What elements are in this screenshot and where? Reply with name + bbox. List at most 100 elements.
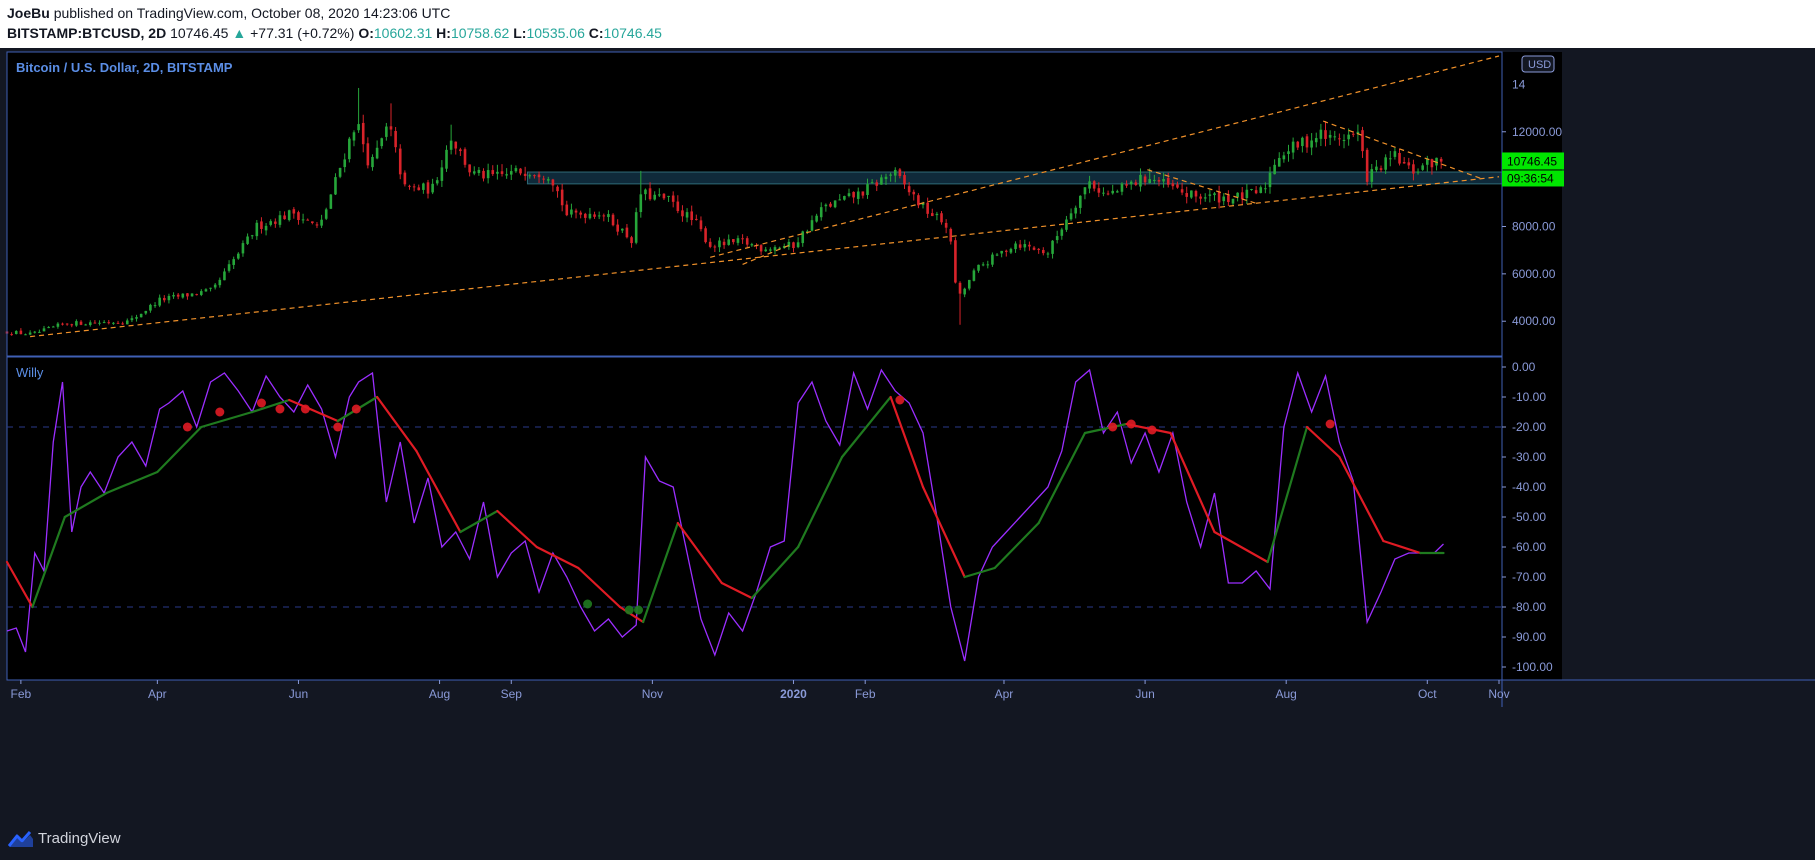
willy-signal-line — [5, 395, 1445, 624]
time-tick-label: Feb — [11, 687, 32, 701]
trendline-2 — [710, 55, 1500, 258]
candle-body — [1194, 191, 1198, 197]
candle-body — [796, 242, 800, 248]
candle-body — [172, 295, 175, 297]
candle-body — [583, 213, 587, 218]
candle-body — [186, 293, 189, 297]
candle-body — [28, 332, 32, 335]
candle-body — [713, 246, 717, 248]
countdown-tag — [1502, 170, 1564, 187]
candle-body — [1004, 250, 1008, 252]
signal-segment — [642, 521, 679, 624]
candle-body — [695, 218, 698, 220]
candle-body — [42, 328, 46, 332]
candle-body — [880, 177, 883, 185]
candle-body — [361, 122, 365, 145]
time-tick-label: Aug — [429, 687, 450, 701]
candle-body — [1314, 138, 1318, 143]
candle-body — [93, 322, 97, 324]
cross-marker — [1126, 419, 1136, 429]
cross-marker — [583, 599, 593, 609]
candle-body — [1065, 219, 1068, 230]
candle-body — [1388, 158, 1392, 160]
signal-segment — [200, 410, 254, 429]
candle-body — [1268, 172, 1272, 188]
candle-body — [1088, 181, 1091, 189]
change-value: +77.31 (+0.72%) — [250, 25, 355, 41]
ohlc-line: BITSTAMP:BTCUSD, 2D 10746.45 ▲ +77.31 (+… — [7, 25, 662, 41]
time-tick-label: 2020 — [780, 687, 807, 701]
candle-body — [1333, 136, 1337, 138]
candle-body — [38, 331, 41, 333]
candle-body — [1092, 181, 1096, 189]
publish-line: JoeBu published on TradingView.com, Octo… — [7, 5, 450, 21]
candle-body — [903, 175, 906, 185]
open-label: O: — [358, 25, 374, 41]
candle-body — [1037, 248, 1040, 250]
tradingview-logo-icon[interactable] — [8, 830, 34, 848]
price-pane-title: Bitcoin / U.S. Dollar, 2D, BITSTAMP — [16, 60, 233, 75]
willy-tick-label: -80.00 — [1512, 600, 1546, 614]
candle-body — [616, 224, 619, 232]
candle-body — [1079, 195, 1082, 208]
candle-body — [1217, 191, 1221, 203]
candle-body — [1213, 193, 1216, 196]
signal-segment — [1266, 425, 1309, 564]
candle-body — [366, 143, 370, 166]
candle-body — [1148, 179, 1152, 184]
candle-body — [1338, 138, 1341, 140]
candle-body — [375, 147, 379, 159]
candle-body — [1014, 243, 1017, 250]
time-tick-label: Nov — [1488, 687, 1509, 701]
tradingview-brand[interactable]: TradingView — [38, 830, 121, 847]
currency-badge: USD — [1528, 59, 1551, 71]
candle-body — [1430, 159, 1434, 168]
candle-body — [297, 212, 300, 221]
candle-body — [435, 180, 439, 184]
candle-body — [829, 203, 832, 207]
candle-body — [773, 247, 777, 251]
price-tick-label: 6000.00 — [1512, 267, 1556, 281]
candle-body — [149, 304, 152, 311]
candle-body — [560, 189, 564, 206]
candle-body — [1046, 253, 1050, 255]
candle-body — [741, 238, 744, 240]
signal-segment — [1305, 425, 1341, 459]
candle-body — [482, 170, 485, 179]
candle-body — [806, 231, 809, 233]
candle-body — [819, 207, 823, 218]
candle-body — [246, 236, 249, 244]
candle-body — [630, 237, 633, 244]
price-tick-label: 4000.00 — [1512, 314, 1556, 328]
signal-segment — [1213, 530, 1269, 564]
candle-body — [671, 195, 675, 202]
author-name[interactable]: JoeBu — [7, 5, 50, 21]
time-tick-label: Aug — [1276, 687, 1297, 701]
time-tick-label: Nov — [642, 687, 663, 701]
candle-body — [112, 322, 115, 324]
candle-body — [967, 279, 971, 289]
cross-marker — [351, 404, 361, 414]
candle-body — [412, 186, 416, 188]
candle-body — [135, 317, 138, 319]
candle-body — [24, 334, 27, 336]
high-value: 10758.62 — [450, 25, 510, 41]
last-price-tag — [1502, 152, 1564, 170]
candle-body — [866, 184, 869, 195]
candle-body — [1407, 162, 1411, 166]
cross-marker — [182, 422, 192, 432]
candle-body — [972, 270, 976, 281]
candle-body — [1051, 240, 1054, 254]
candle-body — [1120, 183, 1124, 192]
candle-body — [981, 264, 985, 266]
candle-body — [597, 215, 601, 217]
candle-body — [833, 200, 837, 208]
candle-body — [61, 323, 64, 325]
candle-body — [1032, 247, 1036, 250]
candle-body — [1153, 179, 1156, 181]
signal-segment — [676, 521, 723, 585]
candle-body — [1157, 179, 1161, 182]
candle-body — [1171, 183, 1175, 187]
candle-body — [260, 221, 263, 229]
